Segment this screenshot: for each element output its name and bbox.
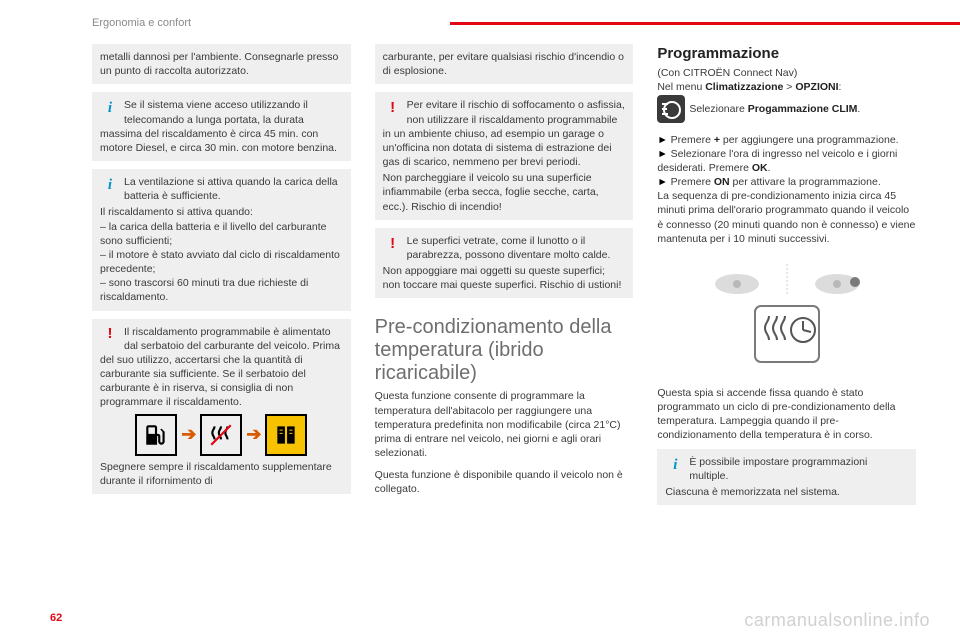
warning-text: Le superfici vetrate, come il lunotto o … bbox=[407, 235, 611, 261]
seat-preconditioning-diagram bbox=[687, 256, 887, 376]
step-item: Premere ON per attivare la programmazion… bbox=[657, 175, 916, 189]
info-icon: i bbox=[100, 98, 120, 118]
page-number: 62 bbox=[50, 611, 62, 626]
warning-text: Non appoggiare mai oggetti su queste sup… bbox=[383, 264, 626, 292]
body-text: La sequenza di pre-condizionamento inizi… bbox=[657, 189, 916, 246]
body-text: Selezionare Progammazione CLIM. bbox=[657, 95, 916, 123]
warning-icon: ! bbox=[100, 325, 120, 345]
info-text: Se il sistema viene acceso utilizzando i… bbox=[100, 98, 343, 155]
warning-box: ! Il riscaldamento programmabile è alime… bbox=[92, 319, 351, 494]
body-text: Questa spia si accende fissa quando è st… bbox=[657, 386, 916, 443]
arrow-icon: ➔ bbox=[246, 422, 261, 446]
note-text: carburante, per evitare qualsiasi rischi… bbox=[383, 51, 624, 77]
column-2: carburante, per evitare qualsiasi rischi… bbox=[375, 44, 634, 600]
info-text: Ciascuna è memorizzata nel sistema. bbox=[665, 485, 908, 499]
info-box: i La ventilazione si attiva quando la ca… bbox=[92, 169, 351, 311]
info-icon: i bbox=[665, 455, 685, 475]
step-item: Selezionare l'ora di ingresso nel veicol… bbox=[657, 147, 916, 175]
fuel-pump-icon bbox=[135, 414, 177, 456]
note-box: metalli dannosi per l'ambiente. Consegna… bbox=[92, 44, 351, 84]
warning-box: ! Le superfici vetrate, come il lunotto … bbox=[375, 228, 634, 299]
body-text: Questa funzione consente di programmare … bbox=[375, 389, 634, 460]
body-text: Questa funzione è disponibile quando il … bbox=[375, 468, 634, 496]
list-item: sono trascorsi 60 minuti tra due richies… bbox=[100, 276, 343, 304]
warning-text: Il riscaldamento programmabile è aliment… bbox=[100, 326, 340, 409]
heat-off-icon bbox=[200, 414, 242, 456]
content-columns: metalli dannosi per l'ambiente. Consegna… bbox=[92, 44, 916, 600]
manual-icon bbox=[265, 414, 307, 456]
info-icon: i bbox=[100, 175, 120, 195]
warning-text: Per evitare il rischio di soffocamento o… bbox=[383, 99, 625, 168]
info-text: È possibile impostare programmazioni mul… bbox=[689, 456, 867, 482]
section-title: Ergonomia e confort bbox=[92, 16, 191, 31]
heading-programming: Programmazione bbox=[657, 44, 916, 64]
warning-text: Spegnere sempre il riscaldamento supplem… bbox=[100, 460, 343, 488]
climate-menu-icon bbox=[657, 95, 685, 123]
watermark: carmanualsonline.info bbox=[744, 608, 930, 632]
info-box: i È possibile impostare programmazioni m… bbox=[657, 449, 916, 506]
body-text: Nel menu Climatizzazione > OPZIONI: bbox=[657, 80, 916, 94]
note-box: carburante, per evitare qualsiasi rischi… bbox=[375, 44, 634, 84]
list-item: la carica della batteria e il livello de… bbox=[100, 220, 343, 248]
column-1: metalli dannosi per l'ambiente. Consegna… bbox=[92, 44, 351, 600]
list-item: il motore è stato avviato dal ciclo di r… bbox=[100, 248, 343, 276]
arrow-icon: ➔ bbox=[181, 422, 196, 446]
info-text: La ventilazione si attiva quando la cari… bbox=[124, 176, 338, 202]
body-text: (Con CITROËN Connect Nav) bbox=[657, 66, 916, 80]
warning-icon: ! bbox=[383, 98, 403, 118]
warning-text: Non parcheggiare il veicolo su una super… bbox=[383, 171, 626, 214]
note-text: metalli dannosi per l'ambiente. Consegna… bbox=[100, 50, 343, 78]
body-text: Il riscaldamento si attiva quando: bbox=[100, 205, 343, 219]
warning-icon: ! bbox=[383, 234, 403, 254]
info-box: i Se il sistema viene acceso utilizzando… bbox=[92, 92, 351, 161]
heading-preconditioning: Pre-condizionamento della temperatura (i… bbox=[375, 316, 634, 385]
step-item: Premere + per aggiungere una programmazi… bbox=[657, 133, 916, 147]
column-3: Programmazione (Con CITROËN Connect Nav)… bbox=[657, 44, 916, 600]
warning-box: ! Per evitare il rischio di soffocamento… bbox=[375, 92, 634, 219]
fuel-diagram: ➔ ➔ bbox=[100, 414, 343, 456]
